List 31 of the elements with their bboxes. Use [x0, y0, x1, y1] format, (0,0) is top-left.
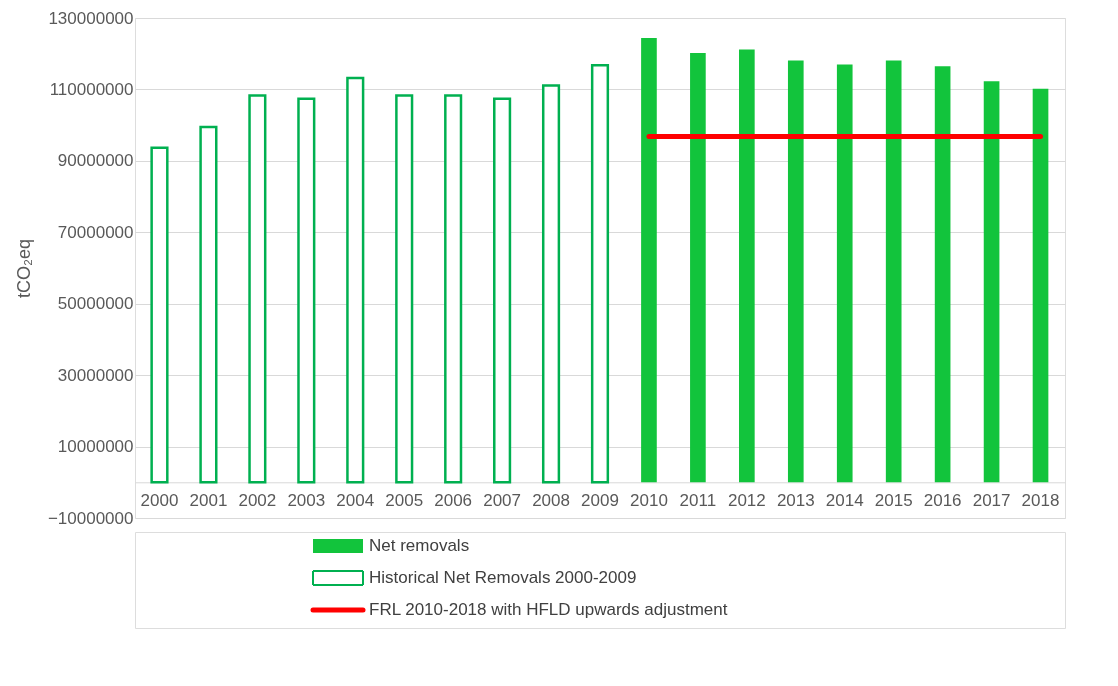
x-tick-label: 2001 [189, 490, 228, 510]
y-tick-label: 110000000 [49, 79, 134, 99]
x-tick-label: 2016 [923, 490, 962, 510]
y-tick-label: 90000000 [57, 151, 134, 171]
x-tick-label: 2002 [238, 490, 277, 510]
x-tick-label: 2007 [483, 490, 522, 510]
x-tick-label: 2009 [581, 490, 619, 510]
y-tick-label: 10000000 [57, 437, 134, 457]
x-tick-label: 2017 [972, 490, 1011, 510]
x-tick-label: 2005 [385, 490, 424, 510]
y-tick-label: 50000000 [57, 294, 134, 314]
y-tick-label: 70000000 [57, 222, 134, 242]
x-tick-label: 2004 [336, 490, 375, 510]
y-tick-label: 130000000 [48, 8, 134, 28]
x-tick-label: 2000 [140, 490, 179, 510]
x-tick-label: 2011 [679, 490, 717, 510]
x-tick-label: 2010 [630, 490, 668, 510]
x-tick-label: 2015 [874, 490, 913, 510]
y-tick-label: −10000000 [47, 508, 134, 528]
y-axis-title: tCO₂eq [13, 238, 34, 299]
legend-label: Net removals [369, 536, 470, 555]
x-tick-label: 2003 [287, 490, 326, 510]
x-tick-label: 2018 [1021, 490, 1060, 510]
x-tick-label: 2006 [434, 490, 473, 510]
x-tick-label: 2008 [532, 490, 570, 510]
x-tick-label: 2013 [776, 490, 815, 510]
y-tick-label: 30000000 [57, 365, 134, 385]
legend-label: FRL 2010-2018 with HFLD upwards adjustment [369, 600, 728, 619]
x-tick-label: 2014 [825, 490, 864, 510]
x-tick-label: 2012 [727, 490, 766, 510]
legend-label: Historical Net Removals 2000-2009 [369, 568, 637, 587]
